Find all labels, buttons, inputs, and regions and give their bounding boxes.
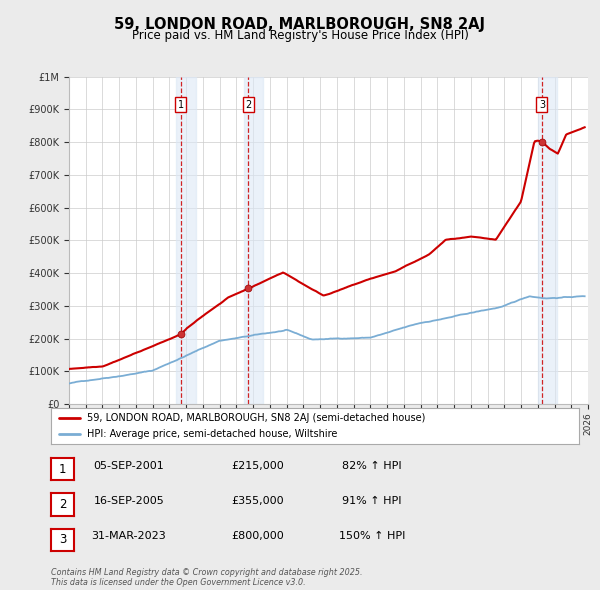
Text: 82% ↑ HPI: 82% ↑ HPI: [342, 461, 402, 470]
Bar: [244, 77, 263, 404]
Text: 2: 2: [59, 498, 66, 511]
Text: 05-SEP-2001: 05-SEP-2001: [94, 461, 164, 470]
Text: 31-MAR-2023: 31-MAR-2023: [92, 532, 166, 541]
Text: 16-SEP-2005: 16-SEP-2005: [94, 496, 164, 506]
Text: £355,000: £355,000: [232, 496, 284, 506]
Text: Price paid vs. HM Land Registry's House Price Index (HPI): Price paid vs. HM Land Registry's House …: [131, 30, 469, 42]
Bar: [176, 77, 196, 404]
Text: 91% ↑ HPI: 91% ↑ HPI: [342, 496, 402, 506]
Text: 2: 2: [245, 100, 251, 110]
Text: £800,000: £800,000: [232, 532, 284, 541]
Text: 59, LONDON ROAD, MARLBOROUGH, SN8 2AJ (semi-detached house): 59, LONDON ROAD, MARLBOROUGH, SN8 2AJ (s…: [87, 413, 425, 423]
Text: 3: 3: [59, 533, 66, 546]
Text: HPI: Average price, semi-detached house, Wiltshire: HPI: Average price, semi-detached house,…: [87, 429, 337, 439]
Text: 150% ↑ HPI: 150% ↑ HPI: [339, 532, 405, 541]
Text: 3: 3: [539, 100, 545, 110]
Text: 1: 1: [178, 100, 184, 110]
Text: Contains HM Land Registry data © Crown copyright and database right 2025.
This d: Contains HM Land Registry data © Crown c…: [51, 568, 362, 587]
Bar: [538, 77, 557, 404]
Text: 1: 1: [59, 463, 66, 476]
Text: £215,000: £215,000: [232, 461, 284, 470]
Text: 59, LONDON ROAD, MARLBOROUGH, SN8 2AJ: 59, LONDON ROAD, MARLBOROUGH, SN8 2AJ: [115, 17, 485, 31]
